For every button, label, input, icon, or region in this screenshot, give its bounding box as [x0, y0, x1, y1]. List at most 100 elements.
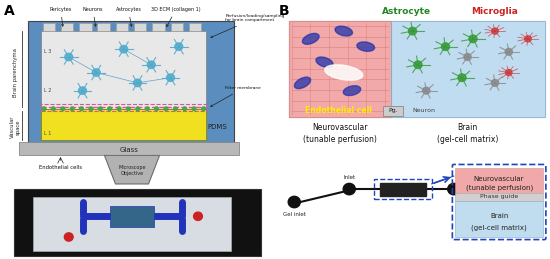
Circle shape: [61, 107, 65, 111]
Text: Endothelial cells: Endothelial cells: [39, 164, 82, 170]
Text: Astrocyte: Astrocyte: [382, 7, 432, 16]
Circle shape: [80, 107, 84, 111]
Text: Brain: Brain: [458, 123, 477, 132]
Circle shape: [89, 107, 93, 111]
Ellipse shape: [294, 77, 311, 89]
Circle shape: [414, 61, 422, 69]
FancyBboxPatch shape: [189, 23, 201, 31]
Circle shape: [155, 107, 158, 111]
Ellipse shape: [302, 33, 319, 44]
FancyBboxPatch shape: [19, 142, 239, 155]
Circle shape: [70, 107, 74, 111]
Circle shape: [126, 107, 130, 111]
Circle shape: [201, 107, 206, 111]
FancyBboxPatch shape: [79, 23, 91, 31]
Circle shape: [145, 107, 149, 111]
Polygon shape: [104, 155, 160, 184]
FancyBboxPatch shape: [61, 23, 73, 31]
Circle shape: [147, 61, 155, 68]
Text: L 2: L 2: [44, 88, 51, 93]
Circle shape: [469, 35, 477, 43]
Circle shape: [167, 74, 174, 81]
Polygon shape: [289, 21, 390, 117]
Text: (tunable perfusion): (tunable perfusion): [302, 135, 377, 144]
Circle shape: [117, 107, 121, 111]
Text: Brain: Brain: [490, 213, 508, 219]
FancyBboxPatch shape: [41, 31, 206, 109]
FancyBboxPatch shape: [110, 206, 154, 227]
FancyBboxPatch shape: [455, 193, 543, 201]
Text: L 1: L 1: [44, 131, 51, 136]
Circle shape: [183, 107, 186, 111]
Circle shape: [409, 27, 416, 35]
Circle shape: [458, 74, 466, 82]
Text: Inlet: Inlet: [343, 175, 355, 180]
FancyBboxPatch shape: [170, 23, 183, 31]
Ellipse shape: [335, 26, 353, 36]
Bar: [41, 104, 206, 111]
Text: Endothelial cell: Endothelial cell: [305, 106, 372, 114]
Text: PDMS: PDMS: [208, 124, 227, 130]
Text: Neurons: Neurons: [82, 7, 103, 26]
Text: (tunable perfusion): (tunable perfusion): [465, 184, 533, 191]
Text: A: A: [4, 4, 15, 18]
FancyBboxPatch shape: [116, 23, 128, 31]
Text: Brain parenchyma: Brain parenchyma: [13, 48, 18, 97]
Circle shape: [505, 69, 512, 76]
Circle shape: [422, 87, 430, 94]
Circle shape: [42, 107, 46, 111]
Text: Neurovascular: Neurovascular: [312, 123, 367, 132]
Circle shape: [492, 28, 498, 34]
Text: Pericytes: Pericytes: [50, 7, 72, 26]
Circle shape: [164, 107, 168, 111]
FancyBboxPatch shape: [134, 23, 146, 31]
Text: Astrocytes: Astrocytes: [116, 7, 141, 26]
FancyBboxPatch shape: [41, 109, 206, 140]
Text: L 3: L 3: [44, 49, 51, 54]
Bar: [374, 179, 432, 199]
Text: Filter membrane: Filter membrane: [211, 86, 261, 106]
Text: Pg.: Pg.: [388, 108, 398, 113]
Text: (gel-cell matrix): (gel-cell matrix): [437, 135, 498, 144]
FancyBboxPatch shape: [33, 197, 231, 251]
FancyBboxPatch shape: [28, 21, 234, 150]
Polygon shape: [379, 183, 426, 196]
Circle shape: [120, 46, 128, 53]
FancyBboxPatch shape: [14, 189, 261, 256]
Circle shape: [98, 107, 102, 111]
Polygon shape: [390, 21, 544, 117]
Circle shape: [136, 107, 140, 111]
Circle shape: [464, 54, 471, 60]
Text: Glass: Glass: [120, 147, 139, 153]
FancyBboxPatch shape: [455, 201, 543, 237]
Circle shape: [52, 107, 56, 111]
Circle shape: [92, 69, 100, 76]
Text: Microglia: Microglia: [471, 7, 519, 16]
Text: Vascular
space: Vascular space: [10, 116, 20, 138]
Circle shape: [64, 233, 73, 241]
FancyBboxPatch shape: [97, 23, 110, 31]
Circle shape: [448, 183, 460, 195]
Circle shape: [194, 212, 202, 220]
Circle shape: [491, 80, 499, 86]
Circle shape: [79, 87, 86, 94]
FancyBboxPatch shape: [43, 23, 55, 31]
Circle shape: [288, 196, 300, 208]
Circle shape: [134, 79, 141, 87]
Ellipse shape: [343, 86, 361, 96]
Text: Outlet: Outlet: [461, 175, 477, 180]
Circle shape: [442, 43, 449, 51]
Ellipse shape: [324, 65, 363, 80]
Text: Neurovascular: Neurovascular: [474, 176, 524, 182]
Circle shape: [65, 53, 73, 61]
Text: Microscope
Objective: Microscope Objective: [118, 165, 146, 176]
Ellipse shape: [316, 57, 333, 67]
Circle shape: [505, 48, 513, 55]
Circle shape: [343, 183, 355, 195]
Ellipse shape: [357, 42, 375, 51]
Circle shape: [525, 36, 531, 42]
Text: Phase guide: Phase guide: [480, 194, 518, 199]
Circle shape: [192, 107, 196, 111]
FancyBboxPatch shape: [383, 106, 404, 116]
Text: B: B: [279, 4, 290, 18]
